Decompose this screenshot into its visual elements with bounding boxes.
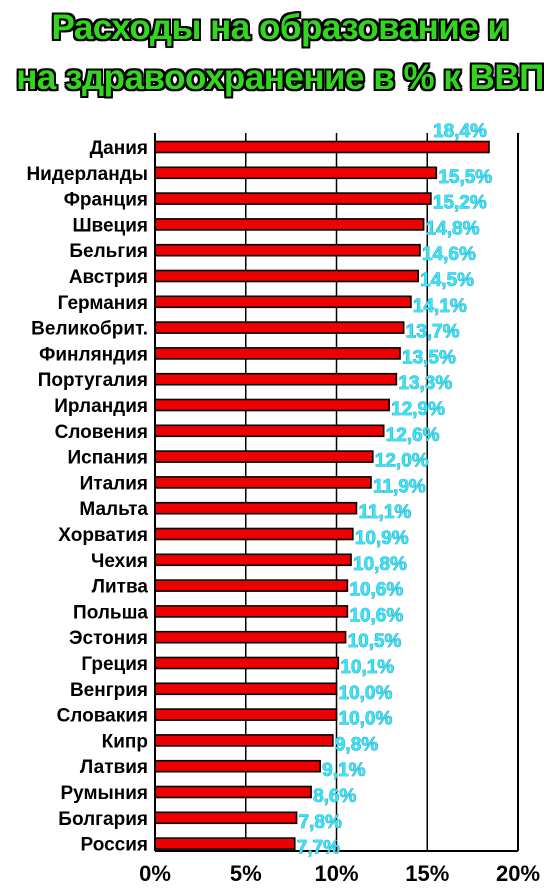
category-label-27: Россия [81,835,148,856]
value-label-25: 8,6% [313,786,356,807]
value-label-22: 10,0% [339,709,393,730]
x-tick-label-0: 0% [139,861,171,886]
value-label-1: 15,5% [438,167,492,188]
value-label-18: 10,6% [349,605,403,626]
value-label-27: 7,7% [297,838,340,859]
category-label-5: Австрия [69,267,148,288]
category-label-14: Мальта [79,499,148,520]
value-label-3: 14,8% [426,218,480,239]
value-label-10: 12,9% [391,399,445,420]
value-label-19: 10,5% [348,631,402,652]
value-label-8: 13,5% [402,347,456,368]
value-label-5: 14,5% [420,270,474,291]
value-label-12: 12,0% [375,451,429,472]
category-label-9: Португалия [38,370,148,391]
category-label-15: Хорватия [58,525,148,546]
x-tick-label-2: 10% [314,861,358,886]
value-label-0: 18,4% [433,121,487,142]
category-label-24: Латвия [80,757,148,778]
value-label-24: 9,1% [322,760,365,781]
value-label-26: 7,8% [299,812,342,833]
category-label-17: Литва [92,577,149,598]
category-label-7: Великобрит. [31,319,148,340]
category-label-22: Словакия [57,706,148,727]
bar-7 [154,321,405,334]
bar-13 [154,476,372,489]
value-label-14: 11,1% [358,502,411,523]
bar-24 [154,759,321,773]
category-label-16: Чехия [91,551,148,572]
category-label-6: Германия [58,293,148,314]
bar-25 [154,785,312,799]
category-label-8: Финляндия [39,344,148,365]
category-label-18: Польша [73,602,148,623]
bar-11 [154,424,385,438]
bar-21 [154,682,338,696]
value-label-6: 14,1% [413,296,467,317]
bar-9 [154,372,398,386]
bar-19 [154,630,347,644]
bar-12 [154,450,374,463]
value-label-11: 12,6% [386,425,440,446]
bar-1 [154,166,438,180]
category-label-23: Кипр [102,731,148,752]
value-label-16: 10,8% [353,554,407,575]
bar-27 [154,837,296,850]
value-label-13: 11,9% [373,476,426,497]
chart-title-line-2: на здравоохранение в % к ВВП [16,58,544,97]
category-label-11: Словения [55,422,148,443]
value-label-15: 10,9% [355,528,409,549]
bar-22 [154,708,338,721]
category-label-25: Румыния [60,783,148,804]
bar-10 [154,398,390,412]
value-label-20: 10,1% [340,657,394,678]
bar-14 [154,501,358,515]
value-label-9: 13,3% [398,373,452,394]
value-label-17: 10,6% [349,580,403,601]
category-label-0: Дания [90,138,148,159]
category-label-21: Венгрия [70,680,148,701]
bar-20 [154,656,340,670]
bar-2 [154,192,432,205]
value-label-7: 13,7% [406,322,460,343]
category-label-1: Нидерланды [26,164,148,185]
bar-16 [154,553,352,567]
bar-8 [154,347,401,360]
category-label-19: Эстония [69,628,148,649]
bar-26 [154,811,298,825]
bar-17 [154,579,349,592]
bar-15 [154,527,354,541]
value-label-21: 10,0% [339,683,393,704]
category-label-13: Италия [80,473,148,494]
category-label-12: Испания [67,448,148,469]
value-label-2: 15,2% [433,193,487,214]
bar-5 [154,269,419,283]
value-label-4: 14,6% [422,244,476,265]
bar-3 [154,218,425,231]
category-label-20: Греция [81,654,148,675]
bar-18 [154,605,349,618]
x-tick-label-4: 20% [496,861,540,886]
category-label-10: Ирландия [54,396,148,417]
bar-0 [154,140,490,154]
chart-title-line-1: Расходы на образование и [51,8,509,47]
category-label-26: Болгария [58,809,148,830]
bar-23 [154,734,334,747]
x-tick-label-1: 5% [230,861,262,886]
value-label-23: 9,8% [335,734,378,755]
category-label-3: Швеция [72,215,148,236]
bar-6 [154,295,412,309]
category-label-2: Франция [64,190,148,211]
category-label-4: Бельгия [69,241,148,262]
x-tick-label-3: 15% [405,861,449,886]
bar-4 [154,243,421,257]
